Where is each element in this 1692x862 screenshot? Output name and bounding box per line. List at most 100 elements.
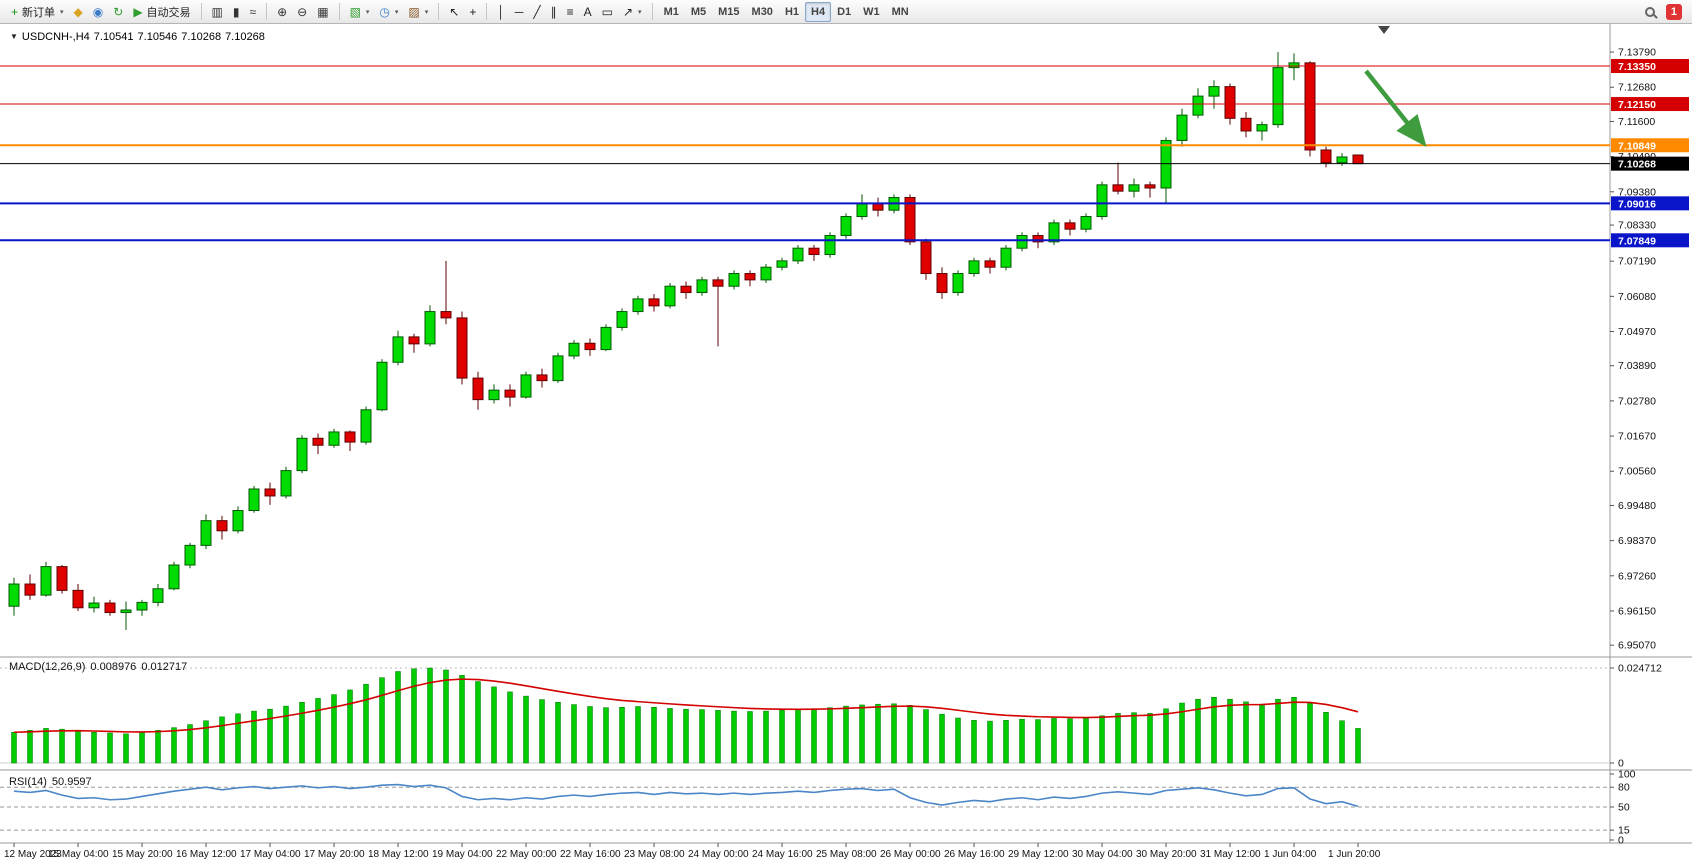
text-button[interactable]: A [579,2,597,22]
horizontal-line-button[interactable]: ─ [510,2,529,22]
macd-axis-label: 0 [1618,758,1624,770]
label-button[interactable]: ▭ [597,2,618,22]
zoom-out-icon: ⊖ [297,4,308,19]
price-label-text: 7.12150 [1618,99,1656,111]
autotrading-button[interactable]: ▶ 自动交易 [128,2,195,22]
horizontal-lines[interactable] [0,65,1610,242]
macd-signal-line [13,678,1359,734]
time-axis-label: 24 May 00:00 [688,849,749,860]
new-chart-button[interactable]: ▧ ▾ [345,2,375,22]
vertical-line-icon: │ [497,4,505,19]
time-axis-label: 29 May 12:00 [1008,849,1069,860]
tf-m5-button[interactable]: M5 [685,2,712,22]
time-axis-label: 23 May 08:00 [624,849,685,860]
price-axis-label: 6.99480 [1618,500,1656,512]
arrows-button[interactable]: ↗ ▾ [618,2,647,22]
price-axis-label: 7.12680 [1618,82,1656,94]
line-chart-icon: ≈ [249,4,257,19]
macd-name: MACD(12,26,9) [9,661,86,673]
new-order-button[interactable]: + 新订单 ▾ [6,2,69,22]
bar-chart-button[interactable]: ▥ [207,2,228,22]
vertical-line-button[interactable]: │ [492,2,510,22]
dropdown-caret-icon: ▾ [60,8,64,16]
symbol-period: USDCNH-,H4 [21,31,90,43]
tf-mn-button[interactable]: MN [886,2,915,22]
dropdown-caret-icon: ▾ [638,8,642,16]
periods-button[interactable]: ◷ ▾ [374,2,403,22]
tf-m1-button-label: M1 [663,5,679,18]
rsi-axis-label: 0 [1618,835,1624,847]
chart-title: ▼ USDCNH-,H4 7.10541 7.10546 7.10268 7.10268 [10,31,269,43]
price-axis-label: 7.08330 [1618,220,1656,232]
refresh-icon: ↻ [113,4,124,19]
trend-arrow-annotation[interactable] [1364,69,1427,148]
channel-button[interactable]: ∥ [546,2,562,22]
rsi-axis-label: 100 [1618,769,1636,781]
community-button[interactable]: ◉ [88,2,108,22]
new-chart-icon: ▧ [349,4,361,19]
tf-w1-button-label: W1 [863,5,880,18]
time-axis-label: 22 May 00:00 [496,849,557,860]
ohlc-high: 7.10546 [137,31,178,43]
price-label-text: 7.10268 [1618,159,1656,171]
market-button[interactable]: ◆ [69,2,88,22]
candlesticks [8,52,1364,630]
tf-m1-button[interactable]: M1 [658,2,685,22]
time-axis-label: 30 May 20:00 [1136,849,1197,860]
macd-label: MACD(12,26,9) 0.008976 0.012717 [9,661,192,673]
time-axis-label: 25 May 08:00 [816,849,877,860]
crosshair-button[interactable]: + [464,2,481,22]
tf-w1-button[interactable]: W1 [857,2,886,22]
tile-windows-icon: ▦ [317,4,329,19]
tf-d1-button[interactable]: D1 [831,2,857,22]
time-axis-label: 17 May 20:00 [304,849,365,860]
cursor-button[interactable]: ↖ [444,2,464,22]
arrow-icon: ↗ [622,4,634,19]
candlestick-chart-button[interactable]: ▮ [228,2,245,22]
refresh-button[interactable]: ↻ [108,2,128,22]
price-axis-label: 7.13790 [1618,47,1656,59]
tf-h1-button[interactable]: H1 [779,2,805,22]
price-label-box [1611,59,1689,74]
symbol-dropdown-icon[interactable]: ▼ [10,32,18,41]
tf-h4-button[interactable]: H4 [805,1,832,22]
time-axis-label: 22 May 16:00 [560,849,621,860]
tf-m30-button[interactable]: M30 [746,2,779,22]
line-chart-button[interactable]: ≈ [245,2,262,22]
zoom-in-button[interactable]: ⊕ [272,2,292,22]
search-icon[interactable] [1644,6,1655,17]
notification-badge[interactable]: 1 [1665,3,1682,20]
macd-value-signal: 0.012717 [141,661,188,673]
tf-h1-button-label: H1 [784,5,799,18]
toolbar-groups: + 新订单 ▾ ◆ ◉ ↻ ▶ 自动交易 ▥ ▮ ≈ ⊕ ⊖ ▦ ▧ ▾ ◷ ▾ ▨ ▾ ↖ + │ ─ ╱ ∥ ≡ A ▭ ↗ ▾ M1 M5… [6,0,915,23]
tf-m5-button-label: M5 [690,5,707,18]
price-label-text: 7.07849 [1618,235,1656,247]
rsi-name: RSI(14) [9,776,47,788]
globe-icon: ◉ [92,4,104,19]
tf-d1-button-label: D1 [837,5,852,18]
price-axis-label: 7.09380 [1618,186,1656,198]
horizontal-line-icon: ─ [514,4,524,19]
ohlc-low: 7.10268 [181,31,222,43]
time-axis-label: 30 May 04:00 [1072,849,1133,860]
time-axis-label: 31 May 12:00 [1200,849,1261,860]
tile-windows-button[interactable]: ▦ [312,2,333,22]
chart-shift-marker-icon[interactable] [1378,26,1390,34]
time-axis-label: 19 May 04:00 [432,849,493,860]
price-axis-label: 7.06080 [1618,291,1656,303]
rsi-axis-label: 50 [1618,802,1630,814]
tf-m15-button[interactable]: M15 [712,2,745,22]
templates-button[interactable]: ▨ ▾ [403,2,433,22]
fibonacci-button[interactable]: ≡ [562,2,579,22]
price-label-box [1611,196,1689,211]
autotrading-icon: ▶ [133,4,143,19]
price-label-text: 7.10849 [1618,140,1656,152]
zoom-out-button[interactable]: ⊖ [292,2,312,22]
trendline-button[interactable]: ╱ [528,2,545,22]
toolbar-separator [266,3,268,20]
time-axis-label: 1 Jun 20:00 [1328,849,1381,860]
price-axis-label: 7.07190 [1618,256,1656,268]
price-label-box [1611,233,1689,248]
dropdown-caret-icon: ▾ [394,8,399,16]
